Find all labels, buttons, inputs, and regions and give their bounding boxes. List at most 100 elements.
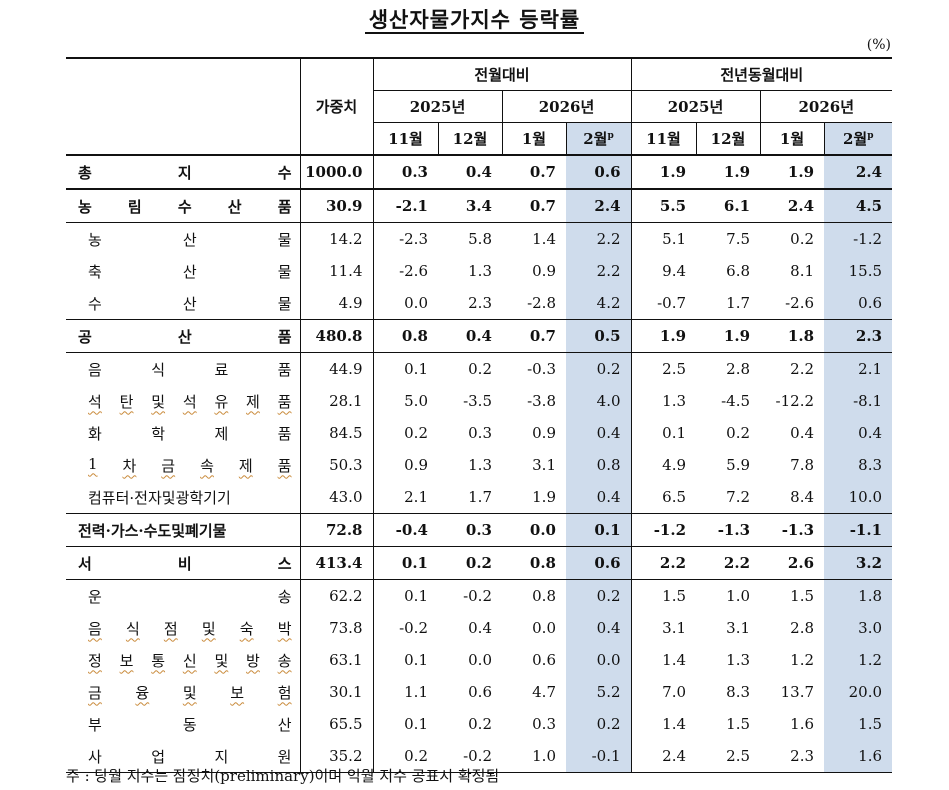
mom-m2: 2월p — [565, 122, 632, 156]
value-cell: 1.6 — [790, 715, 815, 733]
weight-cell: 14.2 — [299, 222, 373, 255]
value-cell: 1.9 — [696, 319, 761, 353]
table-row: 농 림 수 산 품 30.9 -2.1 3.4 0.7 2.4 5.5 6.1 2.4 4.5 — [66, 189, 893, 223]
value-cell: 0.4 — [824, 417, 893, 449]
value-cell: 0.4 — [438, 155, 502, 190]
value-cell: 0.2 — [468, 715, 492, 733]
row-label: 전력·가스·수도및폐기물 — [66, 513, 300, 547]
value-cell: 0.3 — [372, 155, 438, 190]
weight-cell: 65.5 — [299, 708, 373, 740]
value-cell: -0.2 — [372, 612, 438, 644]
weight-cell: 50.3 — [299, 449, 373, 481]
value-cell: 0.4 — [438, 319, 502, 353]
value-cell: 0.1 — [566, 513, 632, 547]
value-cell: 1.5 — [630, 579, 697, 612]
footnote: 주 : 당월 지수는 잠정치(preliminary)이며 익월 지수 공표시 … — [66, 767, 500, 785]
value-cell: 2.8 — [790, 619, 815, 637]
value-cell: 1.3 — [468, 456, 492, 474]
value-cell: 0.2 — [790, 230, 815, 248]
value-cell: 0.4 — [468, 619, 492, 637]
table-row: 음 식 점 및 숙 박 73.8 -0.2 0.4 0.0 0.4 3.1 3.1 2.8 3.0 — [66, 612, 893, 644]
mom-year-2025: 2025년 — [372, 90, 502, 123]
value-cell: 0.4 — [566, 481, 632, 514]
weight-cell: 480.8 — [299, 319, 373, 353]
value-cell: 1.9 — [630, 155, 697, 190]
value-cell: 8.3 — [824, 449, 893, 481]
value-cell: 4.0 — [566, 385, 632, 417]
value-cell: 2.2 — [630, 546, 697, 580]
value-cell: 6.5 — [630, 481, 697, 514]
table-row: 컴퓨터·전자및광학기기 43.0 2.1 1.7 1.9 0.4 6.5 7.2 8.4 10.0 — [66, 481, 893, 514]
value-cell: 1.9 — [696, 155, 761, 190]
value-cell: 5.2 — [566, 676, 632, 708]
value-cell: -2.6 — [760, 287, 825, 320]
weight-cell: 84.5 — [299, 417, 373, 449]
value-cell: 0.2 — [372, 417, 438, 449]
mom-m11: 11월 — [372, 122, 438, 156]
value-cell: 2.2 — [790, 360, 815, 378]
value-cell: 0.2 — [566, 352, 632, 385]
value-cell: -1.3 — [760, 513, 825, 547]
value-cell: 3.0 — [824, 612, 893, 644]
value-cell: 0.6 — [468, 683, 492, 701]
weight-cell: 43.0 — [299, 481, 373, 514]
value-cell: 8.3 — [726, 683, 751, 701]
value-cell: 0.6 — [824, 287, 893, 320]
value-cell: -4.5 — [721, 392, 751, 410]
value-cell: 0.4 — [566, 417, 632, 449]
value-cell: 5.5 — [630, 189, 697, 223]
table-row: 서 비 스 413.4 0.1 0.2 0.8 0.6 2.2 2.2 2.6 3.2 — [66, 546, 893, 580]
value-cell: 0.0 — [532, 619, 556, 637]
value-cell: -0.2 — [463, 587, 492, 605]
value-cell: 0.0 — [372, 287, 438, 320]
value-cell: 0.1 — [372, 579, 438, 612]
value-cell: 0.8 — [566, 449, 632, 481]
value-cell: 2.1 — [372, 481, 438, 514]
table-row: 음 식 료 품 44.9 0.1 0.2 -0.3 0.2 2.5 2.8 2.2 2.1 — [66, 352, 893, 385]
value-cell: 1.6 — [824, 740, 893, 773]
value-cell: 0.7 — [502, 319, 566, 353]
value-cell: 0.8 — [372, 319, 438, 353]
value-cell: 1.0 — [502, 740, 566, 773]
value-cell: 2.4 — [566, 189, 632, 223]
yoy-m12: 12월 — [695, 122, 761, 156]
table-row: 금 융 및 보 험 30.1 1.1 0.6 4.7 5.2 7.0 8.3 13.7 20.0 — [66, 676, 893, 708]
value-cell: 0.6 — [532, 651, 556, 669]
row-label: 컴퓨터·전자및광학기기 — [66, 481, 300, 514]
unit-label: (%) — [866, 37, 891, 53]
value-cell: 0.6 — [566, 155, 632, 190]
value-cell: 1.8 — [760, 319, 825, 353]
value-cell: -0.1 — [566, 740, 632, 773]
mom-m1: 1월 — [501, 122, 566, 156]
value-cell: -0.2 — [438, 740, 502, 773]
value-cell: 2.8 — [726, 360, 751, 378]
value-cell: -1.2 — [630, 513, 697, 547]
value-cell: 1.3 — [630, 385, 697, 417]
value-cell: 13.7 — [780, 683, 815, 701]
value-cell: 0.0 — [468, 651, 492, 669]
value-cell: 1.4 — [630, 708, 697, 740]
value-cell: 1.9 — [630, 319, 697, 353]
value-cell: 6.8 — [726, 262, 751, 280]
value-cell: 4.2 — [566, 287, 632, 320]
value-cell: 2.1 — [824, 352, 893, 385]
value-cell: -2.1 — [372, 189, 438, 223]
value-cell: 3.1 — [532, 456, 556, 474]
value-cell: 1.7 — [696, 287, 761, 320]
value-cell: 5.9 — [726, 456, 751, 474]
value-cell: 0.4 — [566, 612, 632, 644]
